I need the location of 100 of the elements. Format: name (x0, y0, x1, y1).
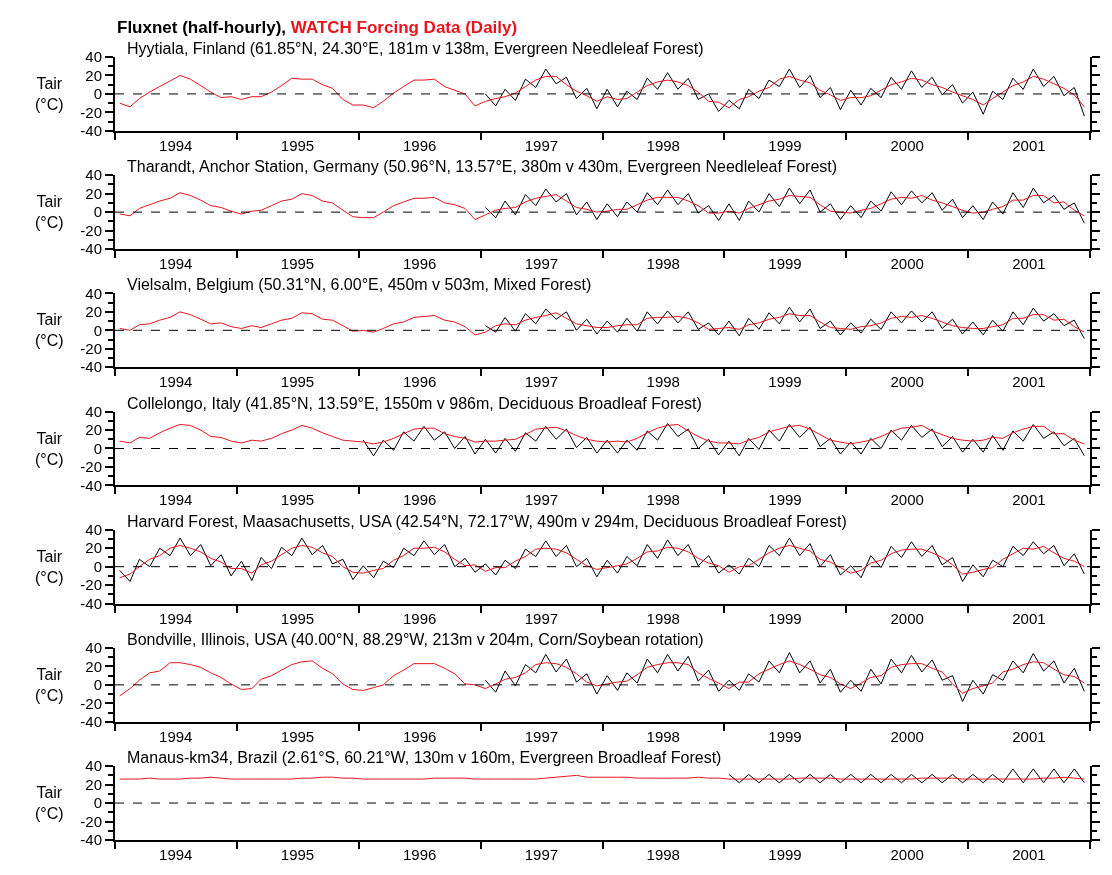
y-tick-label: -20 (80, 340, 102, 358)
y-tick-label: 40 (85, 402, 102, 420)
y-tick-label: -40 (80, 476, 102, 494)
y-tick-label: -40 (80, 713, 102, 731)
x-tick-label: 1997 (524, 609, 559, 627)
x-tick-label: 1994 (159, 373, 193, 391)
y-tick-label: 40 (85, 757, 102, 775)
y-tick-label: 0 (93, 794, 102, 812)
x-tick-label: 2001 (1012, 846, 1046, 863)
y-tick-label: 0 (93, 203, 102, 221)
y-axis-title: Tair (°C) (35, 784, 64, 822)
y-tick-label: 20 (85, 421, 102, 439)
x-tick-label: 1994 (159, 136, 193, 154)
x-tick-label: 2000 (890, 136, 924, 154)
x-tick-label: 1994 (159, 727, 193, 745)
x-tick-label: 1996 (402, 136, 437, 154)
y-tick-label: 20 (85, 184, 102, 202)
y-tick-label: 20 (85, 66, 102, 84)
line-series (119, 74, 1085, 109)
x-tick-label: 2001 (1012, 255, 1046, 273)
y-tick-label: 40 (85, 48, 102, 66)
line-series (119, 311, 1085, 336)
y-tick-label: -20 (80, 221, 102, 239)
y-tick-label: -20 (80, 103, 102, 121)
x-tick-label: 1997 (524, 255, 559, 273)
y-tick-label: 0 (93, 85, 102, 103)
x-tick-label: 1999 (768, 846, 802, 863)
x-tick-label: 1996 (402, 255, 437, 273)
y-tick-label: -20 (80, 694, 102, 712)
y-tick-label: -20 (80, 576, 102, 594)
x-tick-label: 1995 (280, 727, 315, 745)
chart-title: Bondville, Illinois, USA (40.00°N, 88.29°W, 213m v 204m, Corn/Soybean rotation) (127, 631, 704, 648)
x-tick-label: 1995 (280, 846, 315, 863)
y-tick-label: -40 (80, 358, 102, 376)
x-tick-label: 2000 (890, 491, 924, 509)
y-axis-title: Tair (°C) (35, 548, 64, 586)
line-series (119, 660, 1085, 697)
y-tick-label: 20 (85, 303, 102, 321)
x-tick-label: 1994 (159, 255, 193, 273)
x-tick-label: 1997 (524, 373, 559, 391)
x-tick-label: 1999 (768, 727, 802, 745)
y-axis-title: Tair (°C) (35, 666, 64, 704)
x-tick-label: 1997 (524, 491, 559, 509)
x-tick-label: 1996 (402, 373, 437, 391)
line-series (119, 192, 1085, 221)
x-tick-label: 1995 (280, 609, 315, 627)
y-tick-label: 0 (93, 676, 102, 694)
x-tick-label: 1995 (280, 136, 315, 154)
y-tick-label: 40 (85, 284, 102, 302)
x-tick-label: 1999 (768, 136, 802, 154)
x-tick-label: 1999 (768, 255, 802, 273)
y-tick-label: 40 (85, 639, 102, 657)
x-tick-label: 1998 (646, 136, 680, 154)
x-tick-label: 2000 (890, 373, 924, 391)
y-tick-label: 0 (93, 439, 102, 457)
x-tick-label: 1994 (159, 846, 193, 863)
x-tick-label: 1997 (524, 136, 559, 154)
y-tick-label: 40 (85, 521, 102, 538)
y-axis-title: Tair (°C) (35, 75, 64, 113)
x-tick-label: 1998 (646, 609, 680, 627)
y-tick-label: -40 (80, 831, 102, 849)
x-tick-label: 1998 (646, 373, 680, 391)
x-tick-label: 2001 (1012, 727, 1046, 745)
x-tick-label: 1996 (402, 609, 437, 627)
x-tick-label: 2000 (890, 727, 924, 745)
x-tick-label: 2000 (890, 846, 924, 863)
x-tick-label: 2001 (1012, 609, 1046, 627)
y-tick-label: -20 (80, 458, 102, 476)
x-tick-label: 1997 (524, 727, 559, 745)
x-tick-label: 1999 (768, 491, 802, 509)
x-tick-label: 1995 (280, 373, 315, 391)
text: WATCH Forcing Data (Daily) (290, 18, 518, 37)
line-series (119, 544, 1085, 579)
x-tick-label: 2001 (1012, 136, 1046, 154)
x-tick-label: 1994 (159, 609, 193, 627)
y-tick-label: -40 (80, 594, 102, 612)
x-tick-label: 1998 (646, 846, 680, 863)
y-tick-label: -40 (80, 240, 102, 258)
y-axis-title: Tair (°C) (35, 311, 64, 349)
chart-title: Manaus-km34, Brazil (2.61°S, 60.21°W, 130m v 160m, Evergreen Broadleaf Forest) (127, 749, 722, 766)
x-tick-label: 1999 (768, 609, 802, 627)
x-tick-label: 1995 (280, 255, 315, 273)
x-tick-label: 1998 (646, 491, 680, 509)
x-tick-label: 1996 (402, 846, 437, 863)
text: Fluxnet (half-hourly), (117, 18, 287, 37)
y-axis-title: Tair (°C) (35, 430, 64, 468)
x-tick-label: 1996 (402, 727, 437, 745)
chart-title: Harvard Forest, Maasachusetts, USA (42.54°N, 72.17°W, 490m v 294m, Deciduous Broadleaf Forest) (127, 513, 847, 530)
y-tick-label: 40 (85, 166, 102, 184)
y-tick-label: 20 (85, 657, 102, 675)
chart-title: Collelongo, Italy (41.85°N, 13.59°E, 1550m v 986m, Deciduous Broadleaf Forest) (127, 395, 702, 412)
x-tick-label: 2000 (890, 255, 924, 273)
y-tick-label: -40 (80, 122, 102, 140)
chart-title: Vielsalm, Belgium (50.31°N, 6.00°E, 450m v 503m, Mixed Forest) (127, 276, 592, 293)
x-tick-label: 2000 (890, 609, 924, 627)
chart-title: Tharandt, Anchor Station, Germany (50.96°N, 13.57°E, 380m v 430m, Evergreen Needleleaf Forest) (127, 158, 838, 175)
x-tick-label: 2001 (1012, 373, 1046, 391)
x-tick-label: 1996 (402, 491, 437, 509)
x-tick-label: 1997 (524, 846, 559, 863)
x-tick-label: 1995 (280, 491, 315, 509)
